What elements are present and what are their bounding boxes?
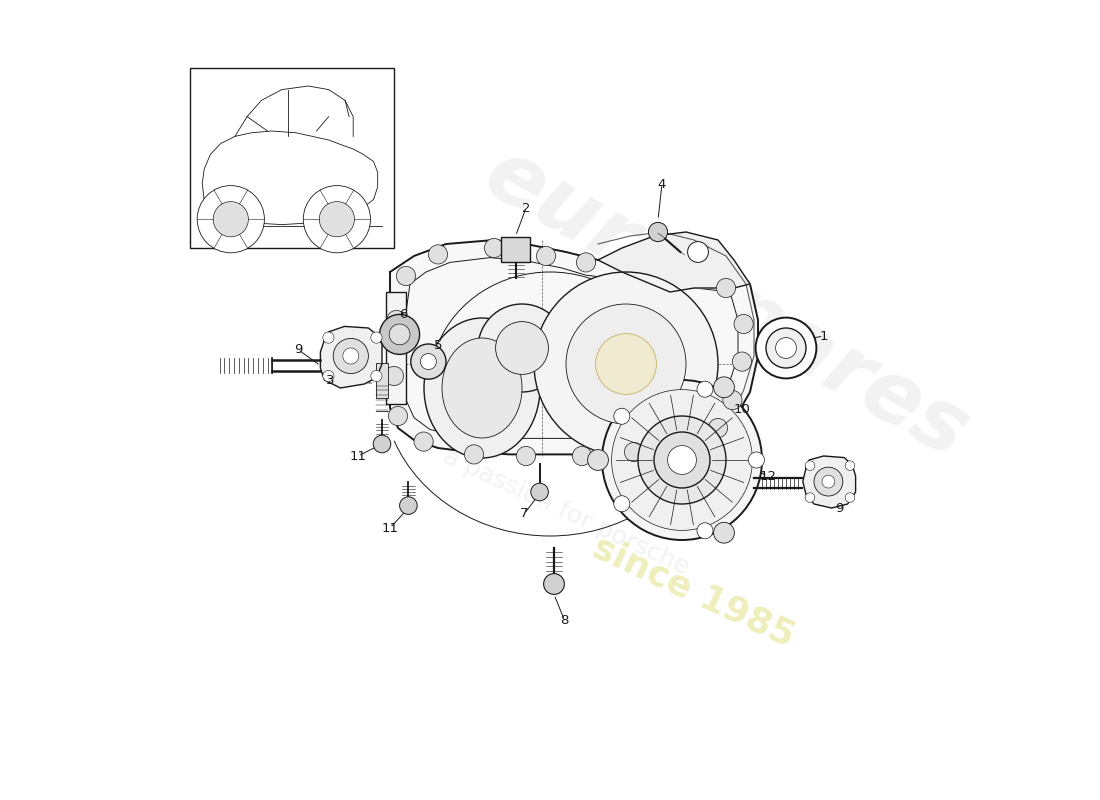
Circle shape: [708, 418, 727, 438]
Circle shape: [373, 435, 390, 453]
Circle shape: [399, 497, 417, 514]
Circle shape: [668, 446, 696, 474]
Circle shape: [534, 272, 718, 456]
Circle shape: [716, 278, 736, 298]
Circle shape: [384, 366, 404, 386]
Text: 3: 3: [326, 374, 334, 386]
Circle shape: [602, 380, 762, 540]
Ellipse shape: [424, 318, 540, 458]
Text: 11: 11: [350, 450, 366, 462]
Text: 9: 9: [835, 502, 844, 514]
Circle shape: [322, 332, 334, 343]
Circle shape: [572, 446, 592, 466]
Polygon shape: [320, 326, 382, 388]
Circle shape: [319, 202, 354, 237]
Circle shape: [845, 461, 855, 470]
Circle shape: [333, 338, 369, 374]
Circle shape: [612, 390, 752, 530]
Circle shape: [576, 253, 595, 272]
Circle shape: [387, 310, 406, 330]
Circle shape: [845, 493, 855, 502]
Text: 10: 10: [734, 403, 750, 416]
Circle shape: [371, 332, 382, 343]
Text: 7: 7: [520, 507, 529, 520]
Circle shape: [714, 522, 735, 543]
Text: 2: 2: [521, 202, 530, 214]
Text: 8: 8: [560, 614, 569, 626]
Circle shape: [371, 370, 382, 382]
Circle shape: [756, 318, 816, 378]
Text: 1: 1: [820, 330, 828, 342]
Circle shape: [531, 483, 549, 501]
Text: 6: 6: [399, 308, 408, 321]
Polygon shape: [390, 236, 758, 454]
Circle shape: [464, 445, 484, 464]
FancyBboxPatch shape: [375, 363, 388, 398]
Circle shape: [496, 322, 549, 374]
Circle shape: [669, 454, 688, 474]
Circle shape: [304, 186, 371, 253]
Circle shape: [748, 452, 764, 468]
Circle shape: [805, 461, 815, 470]
Circle shape: [614, 408, 630, 424]
Text: since 1985: since 1985: [587, 530, 801, 654]
Circle shape: [814, 467, 843, 496]
Circle shape: [688, 242, 708, 262]
Circle shape: [566, 304, 686, 424]
Circle shape: [614, 496, 630, 512]
FancyBboxPatch shape: [386, 292, 406, 404]
Circle shape: [595, 334, 657, 394]
Circle shape: [484, 238, 504, 258]
Circle shape: [388, 406, 408, 426]
Circle shape: [587, 450, 608, 470]
Ellipse shape: [442, 338, 522, 438]
Circle shape: [766, 328, 806, 368]
Polygon shape: [803, 456, 856, 508]
Circle shape: [213, 202, 249, 237]
FancyBboxPatch shape: [502, 237, 530, 262]
Circle shape: [733, 352, 751, 371]
Circle shape: [343, 348, 359, 364]
Circle shape: [197, 186, 264, 253]
Text: 4: 4: [658, 178, 667, 190]
Circle shape: [734, 314, 754, 334]
Circle shape: [543, 574, 564, 594]
Text: 5: 5: [433, 339, 442, 352]
Circle shape: [379, 314, 419, 354]
Circle shape: [697, 382, 713, 398]
Bar: [190, 68, 394, 248]
Polygon shape: [598, 232, 750, 292]
Circle shape: [396, 266, 416, 286]
Text: eurospares: eurospares: [470, 132, 982, 476]
Circle shape: [478, 304, 566, 392]
Circle shape: [805, 493, 815, 502]
Text: 12: 12: [759, 470, 777, 482]
Circle shape: [625, 442, 644, 462]
Circle shape: [414, 432, 433, 451]
Text: a passion for porsche: a passion for porsche: [439, 444, 693, 580]
Circle shape: [537, 246, 556, 266]
Circle shape: [389, 324, 410, 345]
Circle shape: [322, 370, 334, 382]
Circle shape: [516, 446, 536, 466]
Text: 11: 11: [382, 522, 398, 534]
Circle shape: [776, 338, 796, 358]
Circle shape: [648, 222, 668, 242]
Circle shape: [428, 245, 448, 264]
Circle shape: [723, 390, 743, 410]
Circle shape: [410, 344, 446, 379]
Circle shape: [420, 354, 437, 370]
Circle shape: [714, 377, 735, 398]
Text: 9: 9: [294, 343, 302, 356]
Circle shape: [697, 522, 713, 538]
Circle shape: [654, 432, 710, 488]
Circle shape: [822, 475, 835, 488]
Circle shape: [638, 416, 726, 504]
